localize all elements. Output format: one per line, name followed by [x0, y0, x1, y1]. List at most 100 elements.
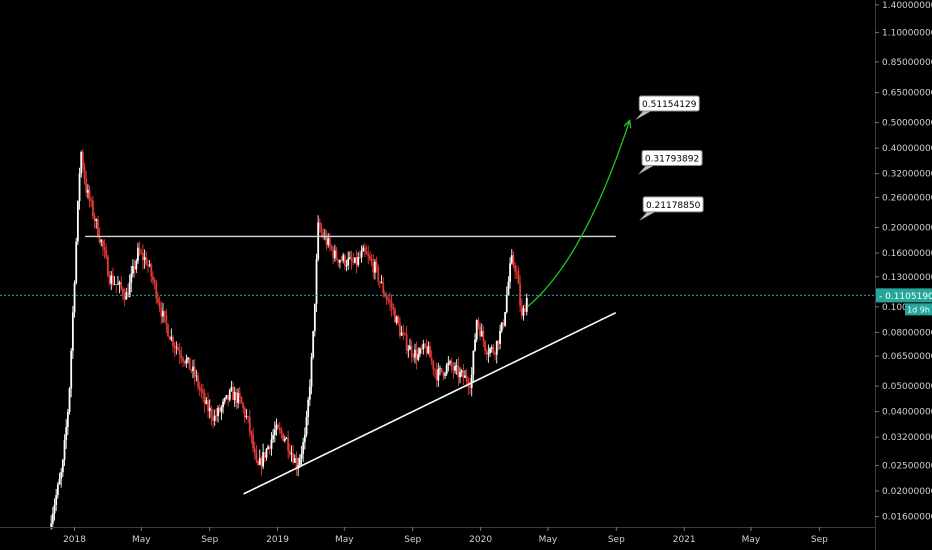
- candle-body: [442, 371, 445, 376]
- ascending-trendline[interactable]: [243, 311, 617, 495]
- candle-body: [143, 257, 146, 261]
- candle-body: [425, 346, 428, 354]
- candle-body: [177, 347, 179, 351]
- candle-body: [65, 427, 68, 441]
- candle-body: [333, 250, 336, 259]
- candle-body: [257, 461, 260, 465]
- price-axis[interactable]: 1.40000000 1.10000000 0.85000000 0.65000000…: [875, 0, 932, 550]
- candle-body: [444, 373, 446, 376]
- candle-body: [500, 322, 503, 331]
- candle-body: [132, 266, 134, 274]
- candle-body: [472, 350, 475, 375]
- candle-body: [70, 350, 73, 389]
- candle-body: [392, 307, 395, 310]
- candle-body: [317, 222, 320, 260]
- candle-body: [217, 407, 219, 417]
- candle-body: [429, 346, 431, 358]
- candle-body: [162, 311, 164, 317]
- candle-body: [460, 370, 463, 373]
- candle-body: [464, 375, 466, 378]
- candle-body: [220, 407, 223, 412]
- candle-body: [213, 415, 216, 421]
- candle-body: [268, 446, 271, 449]
- target-labels-layer[interactable]: 0.51154129 0.31793892 0.21178850: [635, 95, 704, 221]
- candle-body: [245, 416, 248, 418]
- label-box: [638, 95, 700, 112]
- candle-body: [475, 320, 478, 340]
- candle-body: [292, 453, 295, 463]
- candle-body: [237, 392, 239, 403]
- projection-arrow[interactable]: [526, 120, 631, 308]
- candle-body: [452, 367, 455, 371]
- candle-body: [305, 416, 308, 435]
- candle-body: [357, 256, 360, 265]
- candle-body: [272, 435, 275, 440]
- candle-body: [380, 282, 383, 284]
- candle-body: [348, 257, 351, 259]
- candle-body: [502, 322, 505, 326]
- current-price-badge: [876, 288, 932, 303]
- candle-body: [434, 369, 436, 371]
- candle-body: [205, 400, 208, 404]
- candle-body: [353, 257, 356, 263]
- candle-body: [178, 350, 181, 355]
- candle-body: [155, 282, 158, 299]
- candle-body: [207, 400, 209, 412]
- candle-body: [524, 308, 527, 312]
- candle-body: [86, 189, 89, 193]
- candle-body: [122, 288, 124, 296]
- candle-body: [118, 282, 121, 285]
- candle-body: [482, 330, 485, 342]
- candle-body: [83, 167, 86, 180]
- candle-body: [81, 152, 84, 168]
- candle-body: [233, 391, 236, 400]
- candle-body: [235, 391, 238, 403]
- target-price-label[interactable]: 0.51154129: [635, 95, 700, 121]
- candle-body: [78, 173, 81, 202]
- candle-body: [302, 442, 305, 454]
- candle-body: [419, 348, 421, 354]
- candle-body: [227, 395, 229, 400]
- candle-body: [454, 365, 456, 371]
- projection-arrowhead: [623, 118, 632, 129]
- candle-body: [225, 395, 228, 399]
- candle-body: [303, 434, 306, 443]
- candle-body: [202, 391, 204, 394]
- target-price-label[interactable]: 0.21178850: [639, 196, 704, 221]
- candle-body: [127, 292, 129, 297]
- drawings-layer[interactable]: [0, 118, 875, 495]
- candle-body: [362, 247, 365, 252]
- candle-body: [243, 407, 246, 418]
- price-tick-label: 1.10000000: [882, 28, 932, 38]
- candle-body: [365, 251, 368, 255]
- candle-body: [315, 259, 318, 304]
- time-tick-label: Sep: [608, 535, 625, 545]
- candle-body: [288, 450, 291, 455]
- candle-body: [160, 308, 163, 317]
- candle-body: [200, 389, 203, 392]
- candle-body: [455, 365, 458, 367]
- candle-body: [280, 430, 283, 434]
- candle-body: [115, 284, 118, 285]
- candle-body: [58, 478, 61, 485]
- candle-body: [123, 295, 126, 300]
- candle-body: [352, 261, 355, 263]
- candle-body: [430, 357, 433, 361]
- candle-body: [367, 254, 370, 257]
- candle-body: [228, 390, 231, 400]
- label-text: 0.31793892: [645, 154, 699, 164]
- target-price-label[interactable]: 0.31793892: [638, 149, 703, 175]
- candle-body: [98, 236, 101, 243]
- candle-body: [273, 429, 276, 436]
- candle-body: [193, 366, 196, 377]
- candle-body: [497, 340, 500, 344]
- candle-body: [313, 303, 316, 332]
- time-axis[interactable]: 2018 May Sep 2019 May Sep 2020 May Sep 2021 May Sep: [0, 527, 875, 545]
- candle-body: [395, 316, 398, 323]
- candle-body: [192, 366, 194, 371]
- candle-body: [172, 336, 174, 347]
- label-pointer: [635, 111, 652, 121]
- candle-body: [175, 347, 178, 349]
- candle-body: [125, 292, 128, 300]
